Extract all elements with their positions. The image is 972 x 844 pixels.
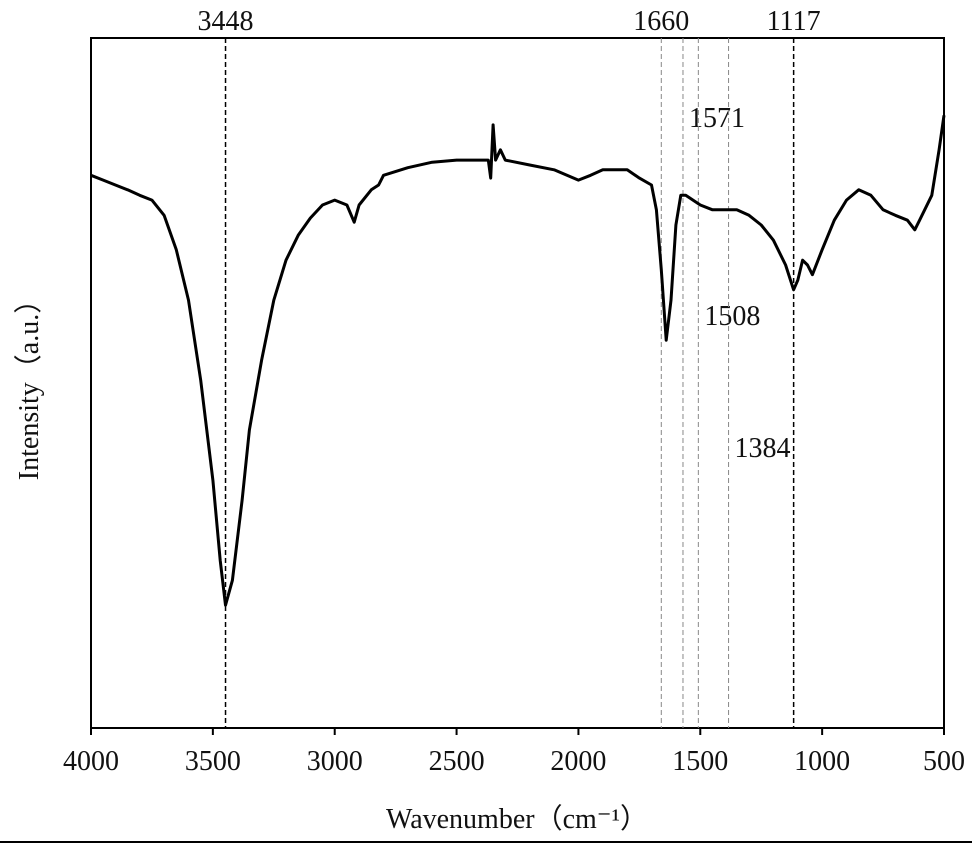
- x-tick-label: 3500: [185, 746, 241, 777]
- spectrum-line: [90, 115, 946, 607]
- x-tick-label: 1500: [672, 746, 728, 777]
- peak-label: 1117: [767, 6, 821, 37]
- x-tick-label: 2500: [429, 746, 485, 777]
- peak-label: 1571: [689, 103, 745, 134]
- x-axis-label: Wavenumber（cm⁻¹）: [386, 803, 648, 835]
- x-tick-label: 500: [923, 746, 965, 777]
- plot-frame: [90, 37, 945, 729]
- x-tick-label: 1000: [794, 746, 850, 777]
- x-tick-label: 4000: [63, 746, 119, 777]
- peak-label: 1384: [735, 433, 791, 464]
- peak-label: 1508: [704, 301, 760, 332]
- x-tick-label: 2000: [550, 746, 606, 777]
- peak-label: 3448: [198, 6, 254, 37]
- y-axis-label: Intensity（a.u.）: [13, 286, 45, 480]
- x-tick-label: 3000: [307, 746, 363, 777]
- peak-label: 1660: [633, 6, 689, 37]
